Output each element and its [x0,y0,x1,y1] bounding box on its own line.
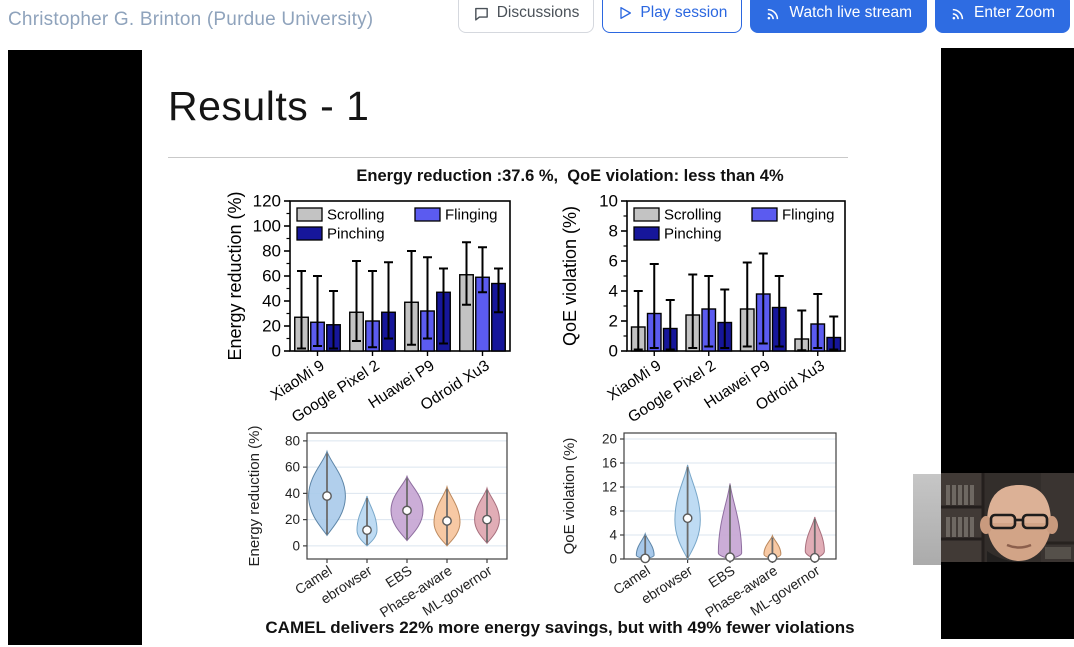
svg-text:Energy reduction (%): Energy reduction (%) [246,426,263,567]
enter-zoom-button[interactable]: Enter Zoom [935,0,1070,33]
svg-text:4: 4 [609,282,618,301]
svg-text:QoE violation (%): QoE violation (%) [560,206,580,346]
svg-text:20: 20 [262,317,281,336]
video-stage: Results - 1 Energy reduction :37.6 %, Qo… [0,47,1074,647]
svg-text:Scrolling: Scrolling [327,207,385,224]
play-icon [617,5,633,21]
svg-text:120: 120 [253,192,281,211]
svg-text:40: 40 [285,486,300,501]
svg-text:4: 4 [609,528,617,543]
svg-text:Pinching: Pinching [664,226,722,243]
svg-text:8: 8 [609,504,617,519]
svg-text:16: 16 [602,456,617,471]
live-stream-icon [765,5,782,22]
svg-text:0: 0 [272,342,281,361]
svg-text:0: 0 [292,538,300,553]
svg-text:20: 20 [285,512,300,527]
svg-text:8: 8 [609,222,618,241]
slide-caption: CAMEL delivers 22% more energy savings, … [265,618,855,637]
svg-text:0: 0 [609,342,618,361]
svg-text:60: 60 [262,267,281,286]
chat-bubble-icon [473,5,490,22]
slide-subtitle: Energy reduction :37.6 %, QoE violation:… [356,167,784,185]
svg-text:12: 12 [602,480,617,495]
webcam-wall-strip [913,474,941,565]
svg-text:60: 60 [285,460,300,475]
slide-title: Results - 1 [168,83,370,129]
presenter-video [941,473,1074,562]
svg-text:QoE violation (%): QoE violation (%) [561,438,578,555]
play-session-button[interactable]: Play session [602,0,743,33]
watch-live-stream-button[interactable]: Watch live stream [750,0,928,33]
title-divider [168,157,848,158]
svg-text:6: 6 [609,252,618,271]
svg-text:Scrolling: Scrolling [664,207,722,224]
discussions-label: Discussions [496,4,580,21]
svg-text:Flinging: Flinging [782,207,835,224]
svg-text:20: 20 [602,432,617,447]
svg-text:100: 100 [253,217,281,236]
svg-text:80: 80 [262,242,281,261]
webcam-thumbnail [913,473,1074,565]
play-session-label: Play session [640,4,728,21]
svg-text:40: 40 [262,292,281,311]
toolbar-buttons: Discussions Play session [457,0,1070,33]
svg-text:0: 0 [609,552,617,567]
presenter-name: Christopher G. Brinton (Purdue Universit… [8,9,374,30]
discussions-button[interactable]: Discussions [457,0,595,33]
watch-live-stream-label: Watch live stream [789,4,913,21]
svg-text:Flinging: Flinging [445,207,498,224]
enter-zoom-label: Enter Zoom [974,4,1055,21]
top-bar: Christopher G. Brinton (Purdue Universit… [0,0,1074,47]
svg-text:2: 2 [609,312,618,331]
svg-text:Energy reduction (%): Energy reduction (%) [225,191,245,360]
svg-text:80: 80 [285,433,300,448]
svg-text:Pinching: Pinching [327,226,385,243]
svg-text:10: 10 [599,192,618,211]
letterbox-left [8,50,142,645]
live-stream-icon [950,5,967,22]
